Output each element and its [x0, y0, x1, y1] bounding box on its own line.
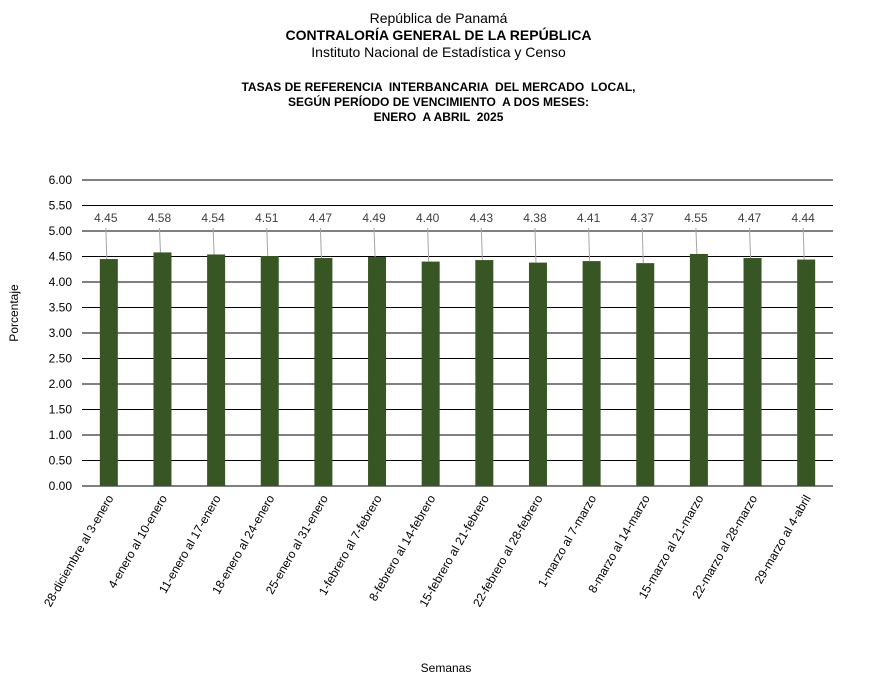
value-label: 4.51	[255, 211, 279, 225]
y-tick-label: 5.50	[49, 199, 73, 213]
y-tick-label: 2.50	[49, 352, 73, 366]
value-label: 4.49	[362, 211, 386, 225]
bar	[99, 259, 118, 486]
leader-line	[373, 227, 376, 258]
bar	[528, 262, 547, 486]
chart-title-line-1: TASAS DE REFERENCIA INTERBANCARIA DEL ME…	[241, 80, 636, 94]
label-leader-lines	[105, 227, 805, 264]
leader-line	[266, 227, 269, 257]
value-label: 4.45	[94, 211, 118, 225]
leader-line	[158, 227, 161, 253]
bar	[421, 261, 440, 486]
bar	[797, 259, 816, 486]
bar	[207, 254, 226, 486]
gridlines	[82, 179, 833, 487]
header-institute: Instituto Nacional de Estadística y Cens…	[311, 44, 566, 60]
value-label: 4.43	[470, 211, 494, 225]
y-tick-label: 4.50	[49, 250, 73, 264]
bar	[743, 258, 762, 486]
x-tick-label: 1-marzo al 7-marzo	[535, 492, 599, 589]
bar	[582, 261, 601, 486]
y-axis-label: Porcentaje	[7, 284, 21, 342]
leader-line	[427, 227, 430, 262]
y-tick-label: 1.00	[49, 428, 73, 442]
value-label: 4.54	[201, 211, 225, 225]
leader-line	[534, 227, 537, 263]
bar	[689, 253, 708, 486]
y-tick-label: 0.00	[49, 479, 73, 493]
leader-line	[105, 227, 108, 260]
bars	[99, 252, 816, 486]
leader-line	[588, 227, 591, 262]
x-tick-label: 28-diciembre al 3-enero	[41, 492, 117, 609]
leader-line	[212, 227, 215, 255]
chart-title-line-3: ENERO A ABRIL 2025	[373, 110, 504, 124]
bar	[314, 258, 333, 486]
chart-title-line-2: SEGÚN PERÍODO DE VENCIMIENTO A DOS MESES…	[288, 95, 589, 109]
value-label: 4.47	[738, 211, 762, 225]
bar	[153, 252, 172, 486]
leader-line	[749, 227, 752, 259]
value-label: 4.37	[631, 211, 655, 225]
value-labels: 4.45 4.58 4.54 4.51 4.47 4.49 4.40 4.43 4.38 4.41…	[94, 211, 815, 225]
leader-line	[695, 227, 698, 254]
value-label: 4.47	[309, 211, 333, 225]
y-axis-ticks: 0.00 0.50 1.00 1.50 2.00 2.50 3.00 3.50 4.00 4.50…	[49, 173, 73, 493]
value-label: 4.41	[577, 211, 601, 225]
y-tick-label: 5.00	[49, 224, 73, 238]
value-label: 4.55	[684, 211, 708, 225]
x-tick-label: 4-enero al 10-enero	[105, 492, 170, 591]
y-tick-label: 6.00	[49, 173, 73, 187]
y-tick-label: 2.00	[49, 377, 73, 391]
leader-line	[641, 227, 644, 264]
value-label: 4.38	[523, 211, 547, 225]
bar	[475, 260, 494, 486]
leader-line	[802, 227, 805, 260]
y-tick-label: 3.00	[49, 326, 73, 340]
y-tick-label: 0.50	[49, 454, 73, 468]
value-label: 4.44	[791, 211, 815, 225]
y-tick-label: 1.50	[49, 403, 73, 417]
x-tick-label: 29-marzo al 4-abril	[752, 493, 814, 587]
bar	[260, 255, 279, 486]
bar	[368, 257, 387, 486]
leader-line	[319, 227, 322, 259]
y-tick-label: 3.50	[49, 301, 73, 315]
leader-line	[480, 227, 483, 261]
header-country: República de Panamá	[369, 10, 508, 26]
x-axis-label: Semanas	[421, 661, 472, 675]
bar	[636, 263, 655, 486]
value-label: 4.58	[148, 211, 172, 225]
header-institution: CONTRALORÍA GENERAL DE LA REPÚBLICA	[285, 27, 592, 43]
y-tick-label: 4.00	[49, 275, 73, 289]
value-label: 4.40	[416, 211, 440, 225]
